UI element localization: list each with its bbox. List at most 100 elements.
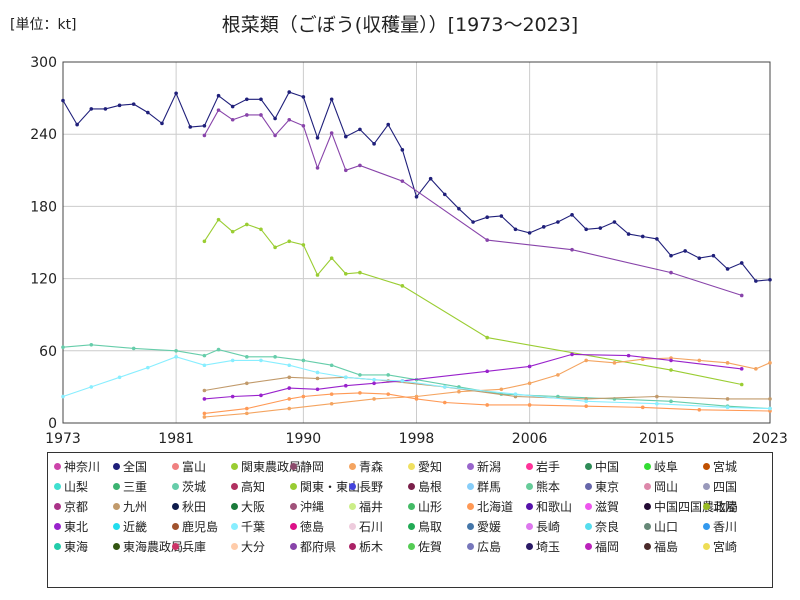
legend-marker-icon [703, 542, 710, 550]
legend-marker-icon [54, 462, 61, 470]
legend-item: 近畿 [113, 516, 172, 536]
legend-label: 和歌山 [536, 499, 573, 514]
data-point [287, 375, 292, 380]
legend-item: 京都 [54, 496, 113, 516]
legend-item: 三重 [113, 476, 172, 496]
data-point [754, 279, 758, 283]
data-point [344, 168, 348, 173]
legend-item: 山口 [644, 516, 703, 536]
y-tick-label: 180 [30, 199, 57, 215]
data-point [329, 131, 334, 135]
data-point [655, 394, 659, 399]
data-point [513, 227, 518, 232]
data-point [556, 220, 560, 224]
data-point [273, 116, 277, 121]
legend-item: 東海農政局 [113, 536, 183, 556]
data-point [400, 379, 405, 383]
data-point [725, 267, 730, 271]
legend-label: 岩手 [536, 459, 561, 474]
data-point [216, 93, 221, 98]
legend-marker-icon [290, 522, 297, 530]
data-point [358, 127, 362, 132]
data-point [527, 381, 532, 386]
plot-frame [62, 61, 771, 424]
legend-marker-icon [54, 502, 61, 510]
data-point [329, 392, 334, 396]
legend-label: 熊本 [536, 479, 561, 494]
legend-marker-icon [467, 482, 474, 490]
data-point [329, 401, 334, 406]
data-point [612, 361, 617, 365]
legend-item: 静岡 [290, 456, 349, 476]
data-point [315, 376, 320, 381]
legend-label: 九州 [123, 499, 148, 514]
legend-label: 中国 [595, 459, 620, 474]
data-point [598, 226, 603, 230]
data-point [131, 102, 136, 106]
legend-label: 近畿 [123, 519, 148, 534]
legend-item: 埼玉 [526, 536, 585, 556]
series-line-36 [204, 353, 742, 400]
data-point [669, 358, 673, 363]
data-point [725, 397, 730, 401]
legend-label: 兵庫 [182, 539, 207, 554]
legend-item: 大阪 [231, 496, 290, 516]
legend-label: 茨城 [182, 479, 207, 494]
legend: 神奈川 全国 富山 関東農政局 静岡 青森 愛知 新潟 岩手 中国 岐阜 宮城 山梨 三重 茨城 高知 関東・東… [47, 452, 773, 588]
data-point [202, 133, 207, 138]
legend-item: 千葉 [231, 516, 290, 536]
legend-marker-icon [113, 522, 120, 530]
data-point [202, 411, 207, 416]
legend-item: 岐阜 [644, 456, 703, 476]
legend-item: 宮城 [703, 456, 762, 476]
legend-label: 奈良 [595, 519, 620, 534]
y-tick-label: 0 [48, 416, 57, 432]
legend-item: 関東・東山 [290, 476, 360, 496]
data-point [315, 136, 320, 140]
x-tick-label: 1998 [399, 431, 435, 447]
legend-marker-icon [526, 462, 533, 470]
data-point [344, 271, 348, 276]
data-point [754, 367, 758, 371]
legend-item: 奈良 [585, 516, 644, 536]
series-line-52 [203, 109, 742, 296]
legend-marker-icon [290, 482, 297, 490]
data-point [556, 373, 560, 377]
data-point [230, 229, 235, 234]
data-point [61, 345, 65, 349]
data-point [697, 358, 702, 363]
y-tick-label: 120 [30, 272, 57, 288]
legend-marker-icon [290, 542, 297, 550]
data-point [273, 245, 277, 250]
legend-item: 大分 [231, 536, 290, 556]
legend-item: 群馬 [467, 476, 526, 496]
data-point [372, 142, 376, 146]
legend-item: 佐賀 [408, 536, 467, 556]
legend-item: 兵庫 [172, 536, 231, 556]
unit-label: [単位：kt] [10, 17, 77, 33]
data-point [386, 122, 391, 127]
legend-item: 九州 [113, 496, 172, 516]
data-point [499, 387, 504, 392]
legend-item: 関東農政局 [231, 456, 301, 476]
data-point [230, 117, 235, 122]
data-point [202, 388, 207, 393]
data-point [174, 91, 178, 96]
legend-item: 東北 [54, 516, 113, 536]
data-point [230, 358, 235, 363]
legend-item: 岡山 [644, 476, 703, 496]
legend-label: 東京 [595, 479, 620, 494]
legend-label: 徳島 [300, 519, 325, 534]
legend-marker-icon [526, 482, 533, 490]
legend-marker-icon [349, 522, 356, 530]
data-point [400, 179, 405, 183]
data-point [626, 353, 631, 358]
data-point [301, 358, 306, 363]
data-point [344, 383, 348, 388]
data-point [485, 403, 490, 407]
legend-item: 都府県 [290, 536, 349, 556]
data-point [428, 176, 433, 181]
legend-marker-icon [54, 522, 61, 530]
data-point [683, 249, 687, 253]
data-point [739, 293, 744, 298]
